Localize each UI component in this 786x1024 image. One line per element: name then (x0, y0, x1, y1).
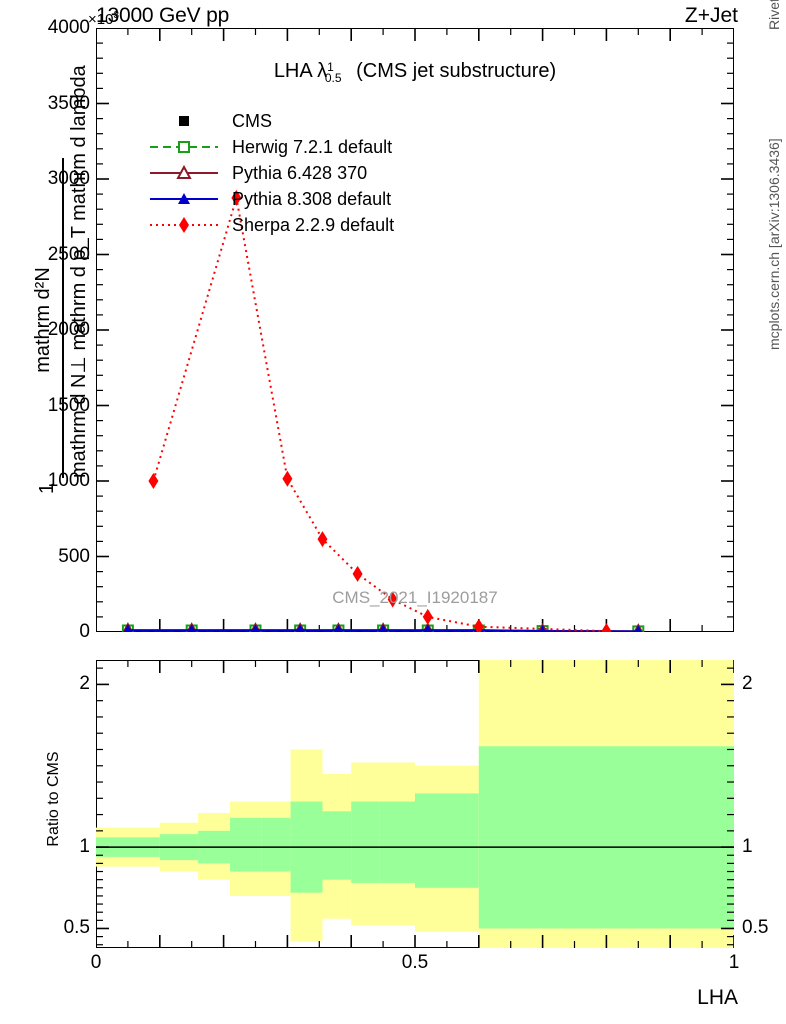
legend-label: CMS (232, 110, 272, 131)
main-ytick-label: 500 (58, 545, 90, 567)
legend-key-filled-triangle-icon (150, 188, 218, 210)
legend-label: Herwig 7.2.1 default (232, 136, 393, 157)
main-ytick-label: 2500 (47, 243, 90, 265)
main-ytick-label: 4000 (47, 17, 90, 38)
ratio-ytick-label: 1 (79, 836, 90, 858)
x-tick-label: 1 (728, 952, 740, 973)
main-plot-canvas (96, 28, 734, 632)
ratio-plot-canvas (96, 660, 734, 948)
legend-entry: Pythia 8.308 default (150, 186, 394, 212)
process-label: Z+Jet (684, 4, 738, 27)
beam-energy-label: 13000 GeV pp (96, 4, 230, 27)
ratio-ytick-label: 0.5 (742, 917, 769, 939)
legend-key-open-triangle-icon (150, 162, 218, 184)
legend-entry: Herwig 7.2.1 default (150, 134, 394, 160)
y-axis-fraction-bar (62, 158, 64, 478)
main-ytick-label: 3500 (47, 92, 90, 114)
x-axis-label: LHA (697, 986, 738, 1009)
rivet-version-note: Rivet 3.1.10, ≥ 2.1M events (766, 0, 782, 30)
analysis-watermark: CMS_2021_I1920187 (332, 588, 498, 607)
main-ytick-label: 1000 (47, 470, 90, 491)
ratio-ytick-label: 2 (79, 673, 90, 695)
legend-label: Pythia 8.308 default (232, 188, 392, 209)
legend-key-open-square-icon (150, 136, 218, 158)
plot-title: LHA λ10.5 (CMS jet substructure) (273, 60, 557, 85)
x-tick-label: 0.5 (401, 952, 429, 973)
main-ytick-label: 0 (79, 621, 90, 642)
legend-entry: CMS (150, 108, 394, 134)
main-ytick-label: 2000 (47, 319, 90, 340)
x-tick-label: 0 (90, 952, 102, 973)
legend-key-filled-diamond-icon (150, 214, 218, 236)
mcplots-reference-note: mcplots.cern.ch [arXiv:1306.3436] (766, 138, 782, 350)
legend-entry: Sherpa 2.2.9 default (150, 212, 394, 238)
y-scale-exponent: ×103 (88, 10, 120, 28)
ratio-ytick-label: 2 (742, 673, 753, 695)
main-ytick-label: 3000 (47, 168, 90, 189)
main-ytick-label: 1500 (47, 394, 90, 416)
legend-key-filled-square-icon (150, 110, 218, 132)
legend-entry: Pythia 6.428 370 (150, 160, 394, 186)
legend-label: Pythia 6.428 370 (232, 162, 368, 183)
legend-label: Sherpa 2.2.9 default (232, 214, 395, 235)
ratio-ytick-label: 0.5 (63, 917, 90, 939)
ratio-ytick-label: 1 (742, 836, 753, 858)
legend: CMS Herwig 7.2.1 default Pythia 6.428 370 P… (150, 108, 394, 238)
